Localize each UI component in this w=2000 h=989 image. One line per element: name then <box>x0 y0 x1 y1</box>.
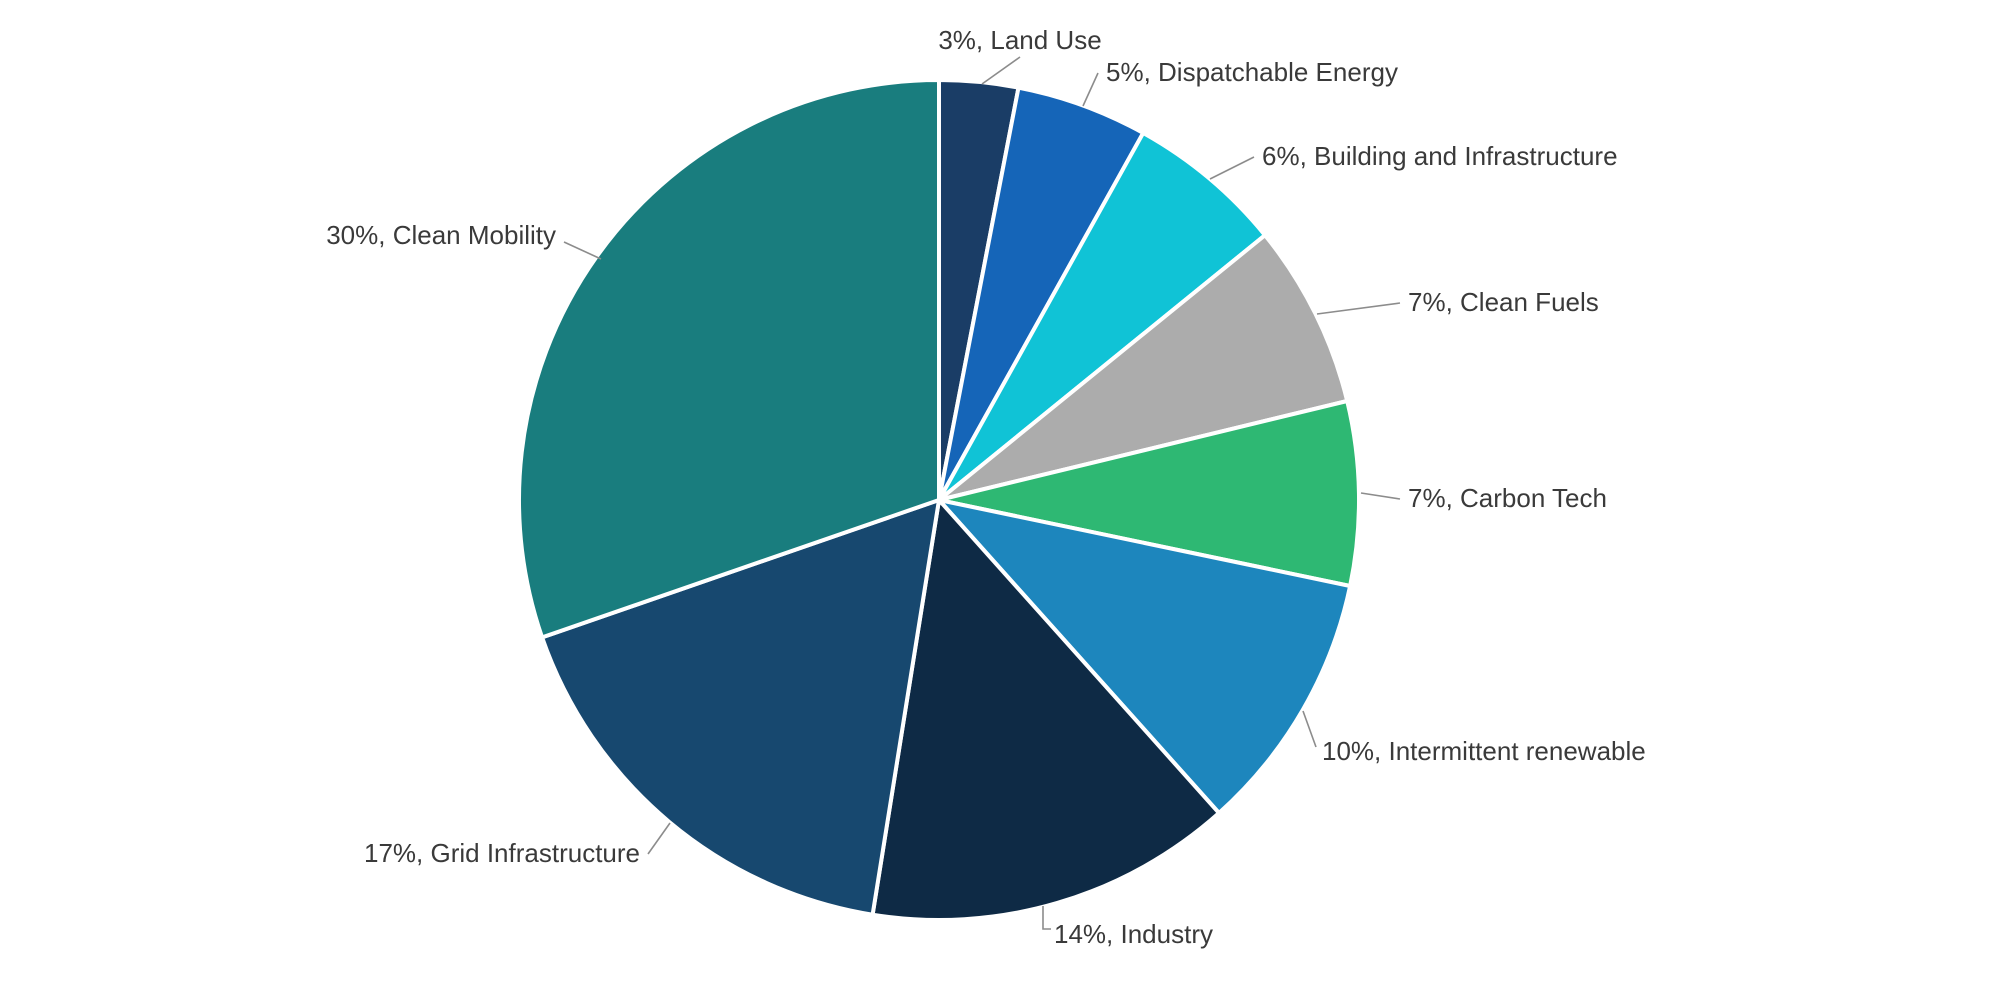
pie-slice-intermittent-renewable <box>937 498 1353 815</box>
slice-label-land-use: 3%, Land Use <box>938 25 1101 55</box>
leader-line-carbon-tech <box>1360 492 1401 500</box>
leader-line-building-and-infrastructure <box>1209 156 1255 180</box>
leader-line-grid-infrastructure <box>647 822 671 855</box>
slice-label-dispatchable-energy: 5%, Dispatchable Energy <box>1106 57 1398 87</box>
slice-label-building-and-infrastructure: 6%, Building and Infrastructure <box>1262 141 1618 171</box>
slice-label-carbon-tech: 7%, Carbon Tech <box>1408 483 1607 513</box>
slice-label-industry: 14%, Industry <box>1054 919 1213 949</box>
leader-line-dispatchable-energy <box>1082 72 1099 107</box>
leader-line-intermittent-renewable <box>1302 710 1317 748</box>
pie-slice-clean-fuels <box>937 233 1350 502</box>
leader-line-clean-mobility <box>563 241 602 260</box>
slice-label-clean-fuels: 7%, Clean Fuels <box>1408 287 1599 317</box>
pie-slice-carbon-tech <box>937 399 1362 588</box>
leader-line-industry <box>1042 906 1051 930</box>
leader-line-land-use <box>981 56 1021 85</box>
pie-slice-industry <box>870 498 1221 922</box>
leader-line-clean-fuels <box>1316 302 1401 315</box>
slice-label-intermittent-renewable: 10%, Intermittent renewable <box>1322 736 1646 766</box>
slice-label-grid-infrastructure: 17%, Grid Infrastructure <box>364 838 640 868</box>
slice-label-clean-mobility: 30%, Clean Mobility <box>326 220 556 250</box>
pie-slice-building-and-infrastructure <box>937 131 1267 502</box>
